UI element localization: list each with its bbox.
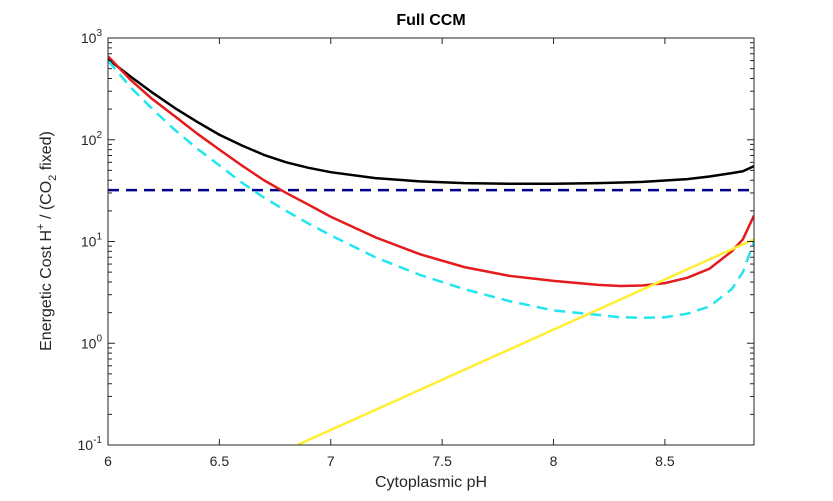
plot-area <box>108 38 754 445</box>
y-axis-label: Energetic Cost H+ / (CO2 fixed) <box>35 131 59 351</box>
y-tick-label: 103 <box>81 28 103 46</box>
x-axis-label: Cytoplasmic pH <box>375 474 487 491</box>
y-tick-label: 101 <box>81 232 103 250</box>
y-label-sup: + <box>35 224 47 230</box>
y-label-suffix: fixed) <box>38 131 55 175</box>
x-tick-label: 6.5 <box>210 453 230 469</box>
y-tick-label: 100 <box>81 333 103 351</box>
series-line-1 <box>108 58 754 185</box>
x-tick-label: 8.5 <box>655 453 675 469</box>
y-tick-label: 10-1 <box>78 435 103 453</box>
x-tick-label: 7.5 <box>432 453 452 469</box>
series-line-5 <box>296 238 754 445</box>
x-tick-label: 6 <box>104 453 112 469</box>
x-tick-label: 8 <box>550 453 558 469</box>
series-line-4 <box>108 59 754 320</box>
chart-title: Full CCM <box>396 12 465 29</box>
x-axis-ticks: 6 6.5 7 7.5 8 8.5 <box>104 38 675 469</box>
series-layer <box>108 55 754 445</box>
series-line-3 <box>108 55 754 288</box>
y-tick-label: 102 <box>81 130 103 148</box>
x-tick-label: 7 <box>327 453 335 469</box>
y-label-prefix: Energetic Cost H <box>38 230 55 351</box>
y-axis-ticks: 10-1 100 101 102 103 <box>78 28 754 453</box>
y-label-sub: 2 <box>47 175 59 181</box>
y-label-mid: / (CO <box>38 181 55 224</box>
